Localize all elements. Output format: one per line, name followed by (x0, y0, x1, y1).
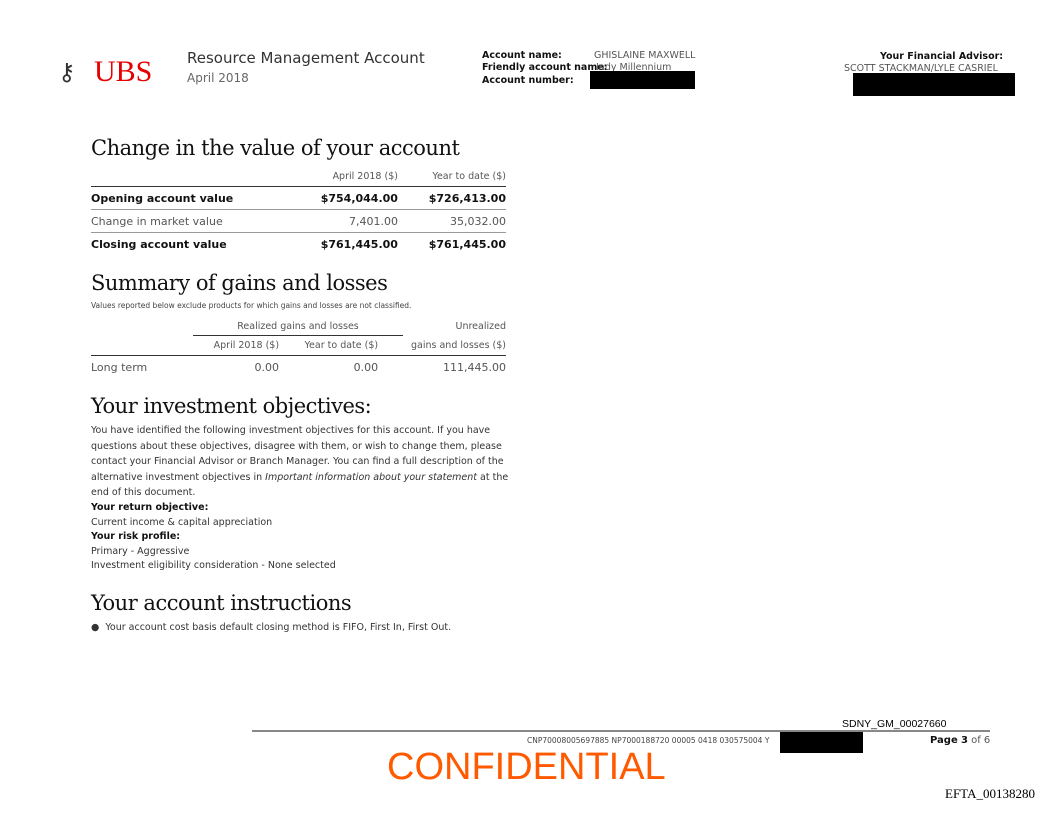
document-code: CNP70008005697885 NP7000188720 00005 041… (527, 736, 770, 745)
gains-note: Values reported below exclude products f… (91, 301, 412, 310)
bates-number: SDNY_GM_00027660 (842, 718, 947, 730)
document-title: Resource Management Account (187, 49, 425, 67)
redaction (780, 732, 863, 753)
confidential-stamp: CONFIDENTIAL (387, 746, 666, 788)
account-number-label: Account number: (482, 75, 574, 86)
gains-table: April 2018 ($) Year to date ($) gains and … (91, 335, 506, 378)
page-number: Page 3 of 6 (930, 735, 991, 746)
advisor-label: Your Financial Advisor: (880, 51, 1004, 62)
table-row: Long term 0.00 0.00 111,445.00 (91, 360, 506, 374)
col-header: April 2018 ($) (332, 170, 398, 182)
friendly-name: Indy Millennium (596, 62, 672, 73)
account-name-label: Account name: (482, 50, 562, 61)
friendly-name-label: Friendly account name: (482, 62, 608, 73)
instruction-bullet: ● Your account cost basis default closin… (91, 622, 452, 633)
change-table: April 2018 ($) Year to date ($) Opening a… (91, 166, 506, 255)
footer-rule (252, 730, 990, 732)
redaction (853, 73, 1015, 96)
table-row: Closing account value $761,445.00 $761,445… (91, 237, 506, 251)
statement-period: April 2018 (187, 71, 249, 85)
efta-number: EFTA_00138280 (945, 786, 1035, 801)
ubs-keys-icon: ⚷ (58, 58, 76, 86)
objectives-title: Your investment objectives: (91, 394, 372, 418)
objectives-paragraph: You have identified the following invest… (91, 425, 509, 498)
objectives-details: Your return objective: Current income & … (91, 502, 336, 571)
realized-group-header: Realized gains and losses (193, 321, 403, 336)
instructions-title: Your account instructions (91, 591, 352, 615)
advisor-names: SCOTT STACKMAN/LYLE CASRIEL (844, 63, 998, 74)
ubs-logo: UBS (94, 55, 153, 88)
gains-title: Summary of gains and losses (91, 271, 388, 295)
account-name: GHISLAINE MAXWELL (594, 50, 696, 61)
col-header: Year to date ($) (432, 170, 506, 182)
redaction (590, 71, 695, 89)
table-row: Opening account value $754,044.00 $726,413… (91, 187, 506, 210)
table-row: Change in market value 7,401.00 35,032.00 (91, 210, 506, 233)
unrealized-header: Unrealized (455, 321, 506, 332)
change-title: Change in the value of your account (91, 136, 460, 160)
